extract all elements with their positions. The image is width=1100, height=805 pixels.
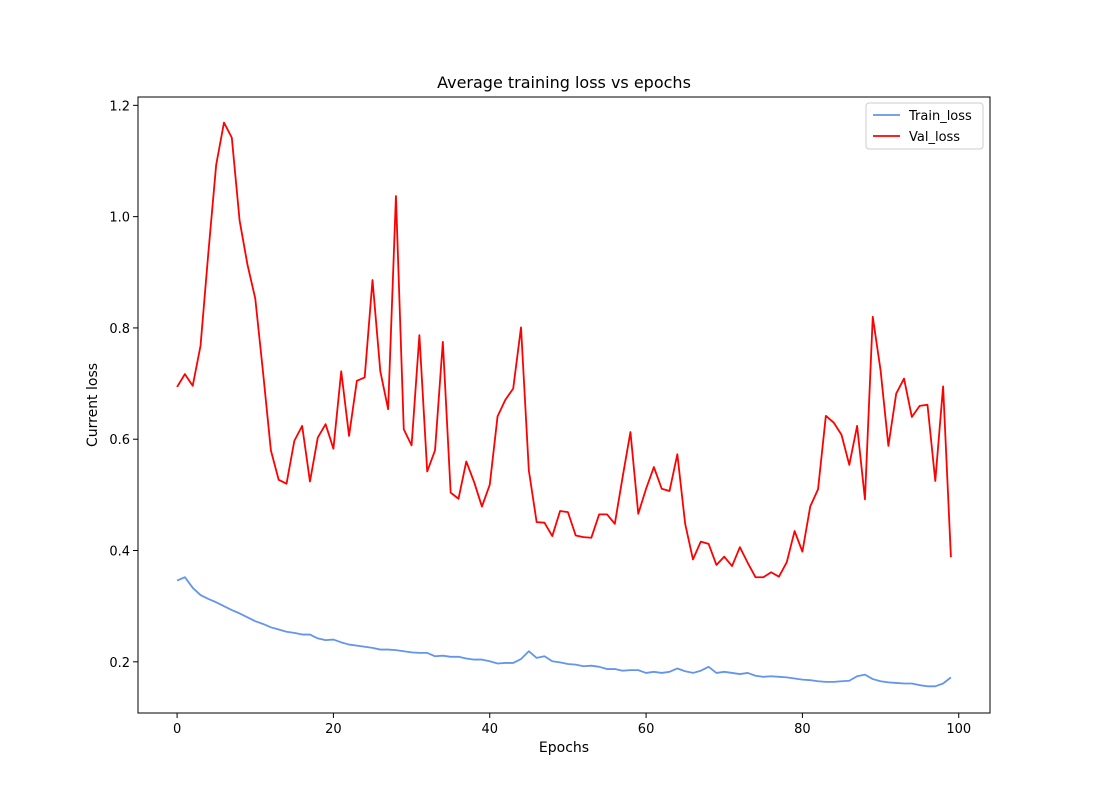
x-tick-label: 100 bbox=[946, 722, 971, 737]
x-tick-label: 40 bbox=[481, 722, 498, 737]
x-tick-label: 60 bbox=[638, 722, 655, 737]
y-tick-label: 0.6 bbox=[109, 433, 130, 448]
y-tick-label: 1.0 bbox=[109, 211, 130, 226]
series-line-train-loss bbox=[176, 576, 952, 688]
y-tick-label: 0.2 bbox=[109, 656, 130, 671]
x-tick-label: 0 bbox=[173, 722, 181, 737]
x-tick-label: 80 bbox=[794, 722, 811, 737]
axis-ticks: 0 20 40 60 80 100 0.2 0.4 0.6 0.8 1.0 1.2 bbox=[109, 99, 971, 737]
x-tick-label: 20 bbox=[325, 722, 342, 737]
y-tick-label: 0.4 bbox=[109, 545, 130, 560]
plot-area-frame bbox=[137, 96, 991, 714]
legend-label: Val_loss bbox=[909, 130, 960, 145]
y-tick-label: 0.8 bbox=[109, 322, 130, 337]
y-axis-title: Current loss bbox=[85, 363, 101, 447]
chart-title: Average training loss vs epochs bbox=[437, 73, 691, 92]
y-tick-label: 1.2 bbox=[109, 99, 130, 114]
legend-label: Train_loss bbox=[908, 109, 972, 124]
series-lines bbox=[176, 121, 952, 688]
series-line-val-loss bbox=[176, 121, 952, 579]
x-axis-title: Epochs bbox=[539, 740, 589, 756]
legend: Train_loss Val_loss bbox=[865, 102, 984, 150]
